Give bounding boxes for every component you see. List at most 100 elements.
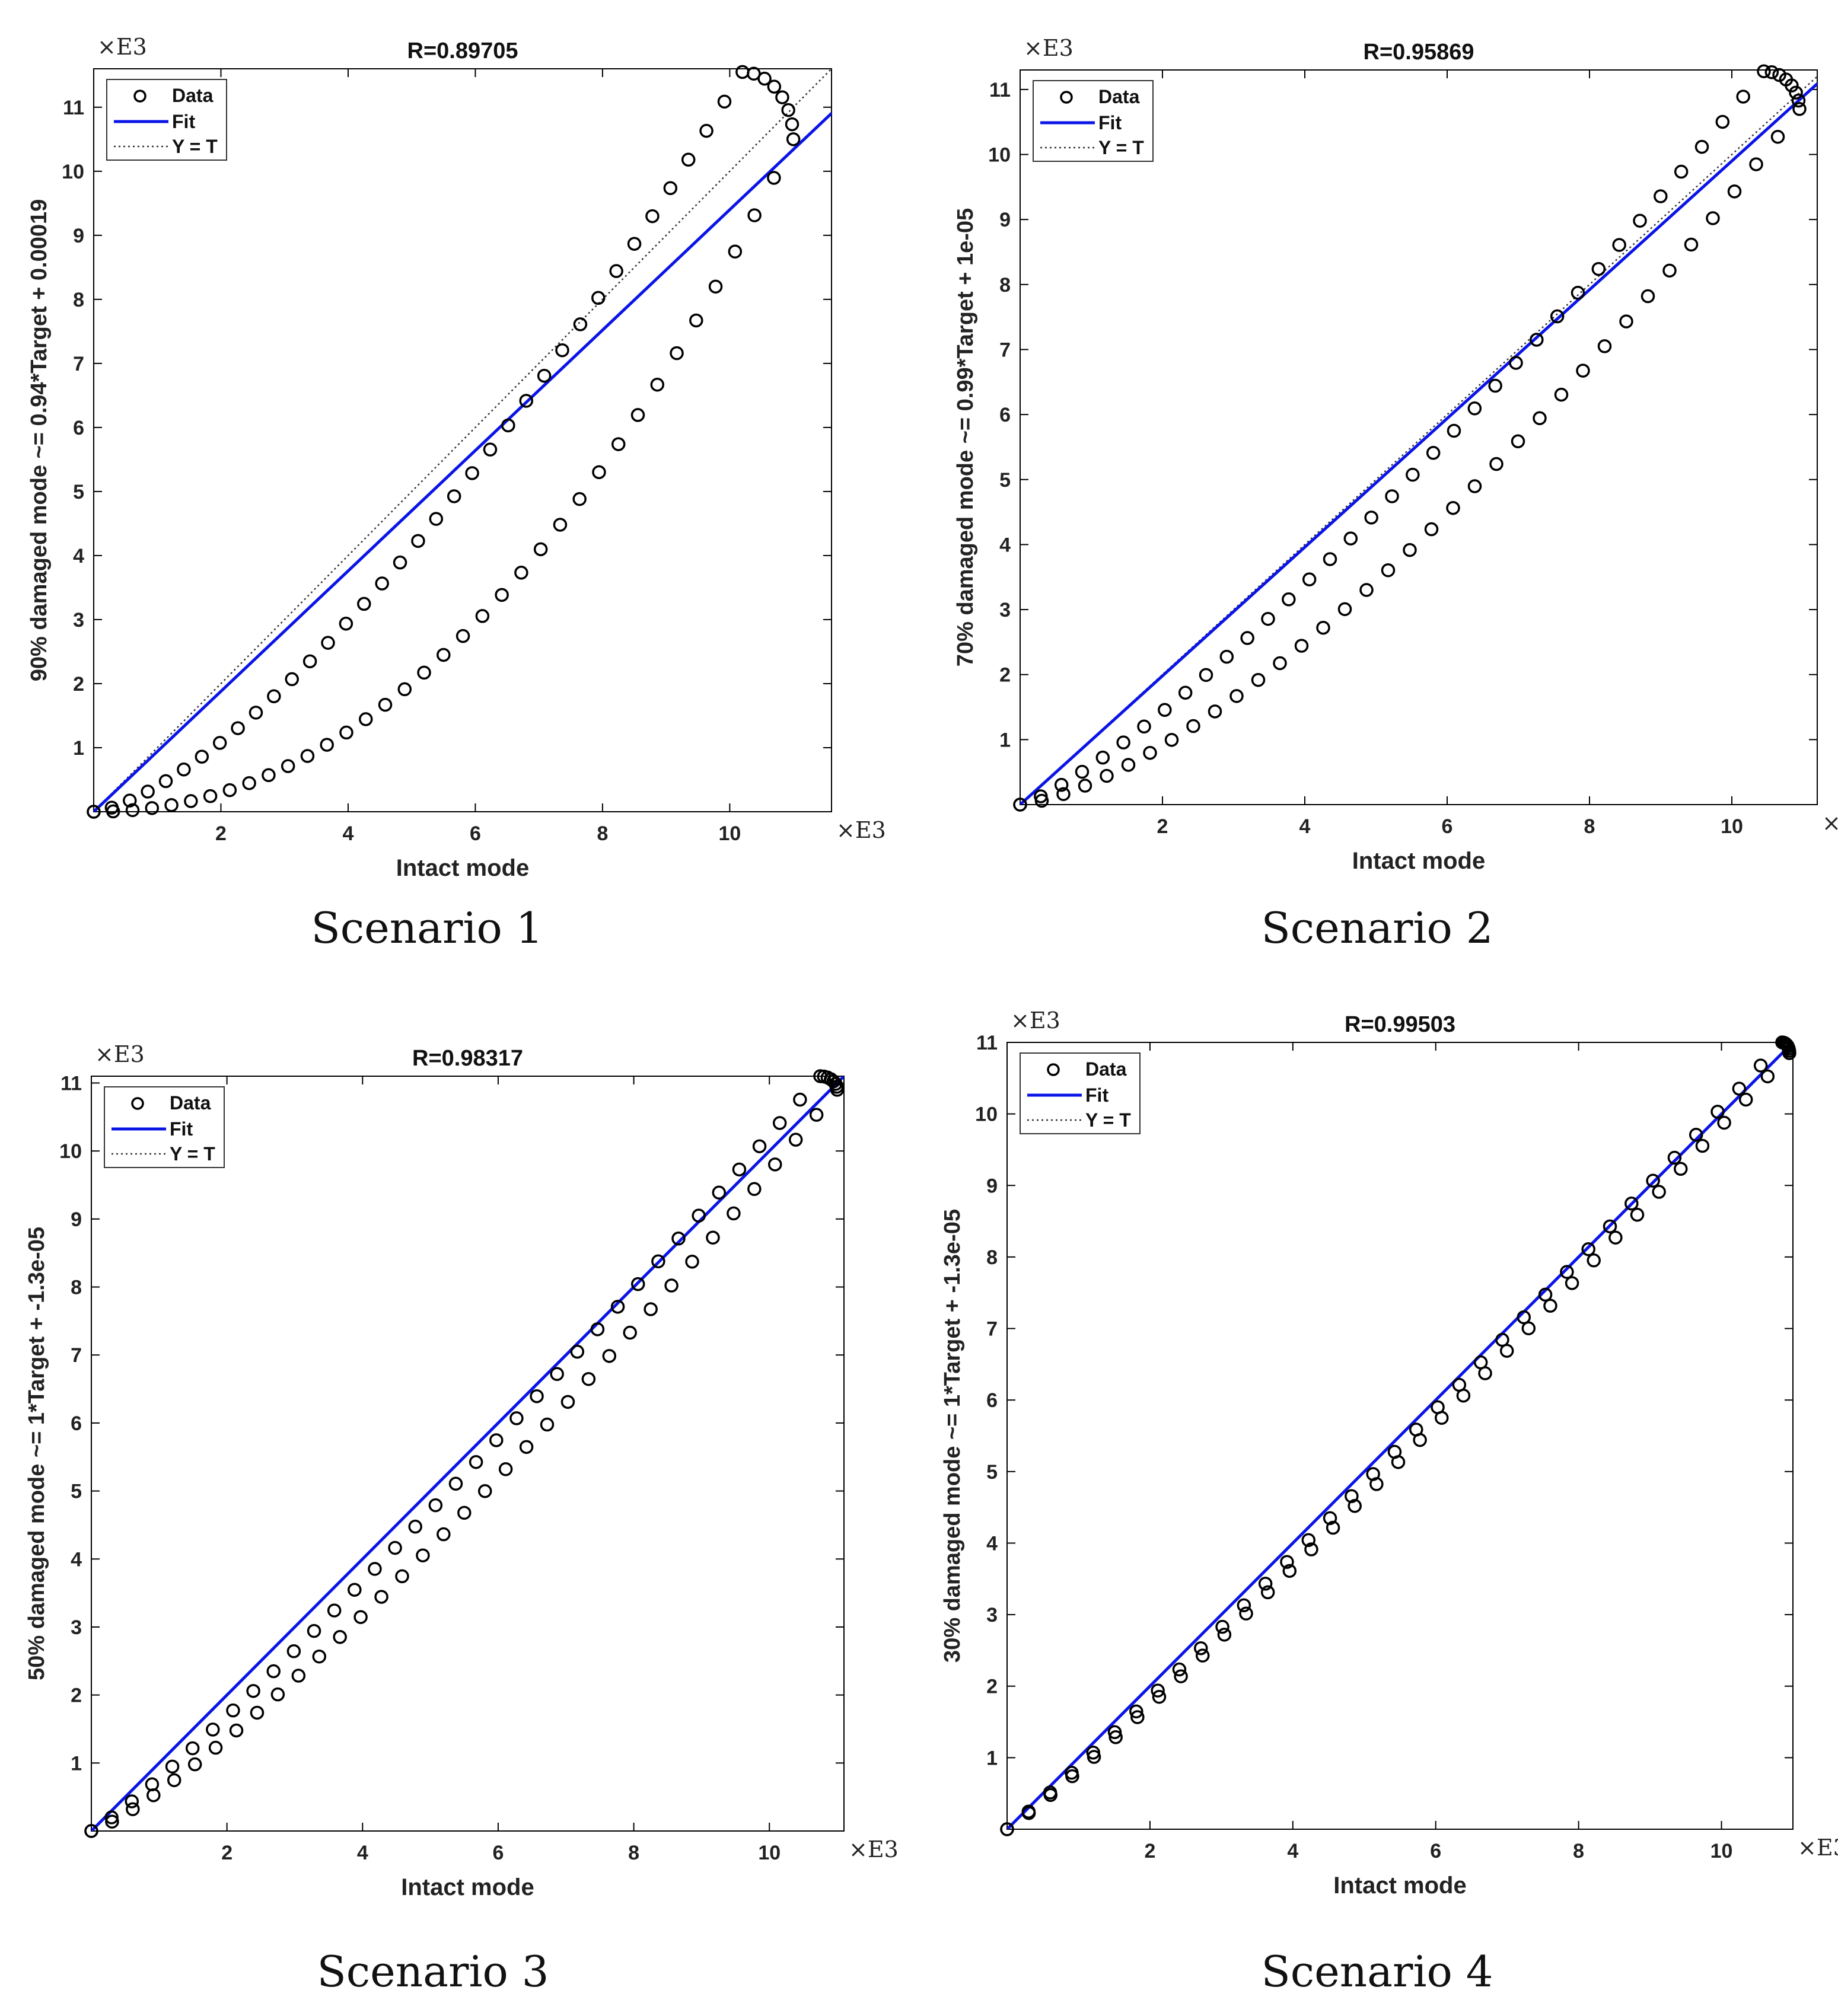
- data-point: [530, 1389, 544, 1403]
- data-point: [1151, 1683, 1165, 1698]
- data-point: [785, 117, 799, 132]
- data-point: [1565, 1276, 1579, 1290]
- x-tick-label: 4: [357, 1842, 368, 1864]
- data-point: [408, 1519, 422, 1534]
- data-point: [307, 1623, 321, 1638]
- chart-title: R=0.89705: [407, 39, 518, 63]
- y-exponent-label: ×E3: [97, 34, 147, 60]
- legend-data-marker: [133, 90, 146, 103]
- x-exponent-label: ×E3: [1822, 810, 1838, 836]
- data-point: [1538, 1287, 1553, 1302]
- data-point: [1075, 764, 1090, 779]
- data-point: [1316, 620, 1330, 635]
- y-tick-label: 10: [62, 161, 84, 183]
- data-point: [1717, 1115, 1731, 1130]
- y-tick-label: 6: [999, 404, 1011, 426]
- data-point: [1130, 1710, 1145, 1724]
- data-point: [1208, 704, 1222, 719]
- x-tick-label: 8: [1573, 1840, 1584, 1862]
- data-point: [602, 1349, 617, 1363]
- data-point: [670, 346, 684, 361]
- data-point: [610, 1300, 625, 1314]
- data-point: [1323, 1511, 1337, 1526]
- x-exponent-label: ×E3: [849, 1836, 899, 1862]
- data-point: [312, 1649, 327, 1664]
- data-point: [1282, 1564, 1297, 1578]
- y-tick-label: 6: [73, 417, 84, 439]
- data-point: [1239, 1606, 1253, 1621]
- data-point: [145, 801, 160, 815]
- y-tick-label: 3: [986, 1604, 998, 1626]
- data-point: [1782, 1046, 1796, 1060]
- data-point: [1727, 184, 1742, 199]
- x-tick-label: 2: [1144, 1840, 1155, 1862]
- y-tick-label: 4: [999, 534, 1011, 556]
- data-point: [650, 378, 665, 392]
- data-point: [1576, 363, 1590, 378]
- data-point: [747, 1182, 762, 1197]
- data-point: [768, 1157, 782, 1172]
- y-tick-label: 11: [63, 97, 84, 119]
- data-point: [519, 1440, 534, 1454]
- data-point: [1435, 1411, 1449, 1425]
- data-point: [1158, 703, 1172, 717]
- y-tick-label: 4: [71, 1548, 82, 1571]
- data-point: [428, 1498, 443, 1513]
- data-point: [498, 1462, 513, 1476]
- data-point: [1792, 102, 1807, 116]
- y-tick-label: 11: [60, 1072, 82, 1095]
- data-point: [185, 1741, 200, 1756]
- data-point: [378, 697, 393, 712]
- data-point: [757, 71, 772, 86]
- data-point: [1100, 768, 1114, 783]
- data-point: [1467, 479, 1482, 493]
- y-tick-label: 9: [73, 225, 84, 247]
- y-axis-label: 50% damaged mode ~= 1*Target + -1.3e-05: [24, 1227, 49, 1680]
- data-point: [1385, 489, 1399, 503]
- y-tick-label: 5: [986, 1461, 998, 1484]
- y-tick-label: 7: [999, 339, 1011, 361]
- x-tick-label: 4: [1287, 1840, 1298, 1862]
- data-point: [540, 1417, 555, 1432]
- legend-label: Data: [172, 85, 214, 106]
- y-tick-label: 11: [989, 79, 1011, 101]
- scenario-caption: Scenario 2: [1261, 903, 1493, 953]
- data-point: [1359, 583, 1374, 597]
- data-point: [302, 654, 317, 669]
- legend-label: Fit: [1085, 1084, 1108, 1106]
- data-point: [1406, 467, 1420, 482]
- fit-line: [91, 1076, 844, 1831]
- chart-title: R=0.98317: [412, 1046, 523, 1071]
- y-tick-label: 1: [999, 729, 1011, 751]
- data-point: [1013, 798, 1027, 812]
- y-tick-label: 8: [73, 289, 84, 311]
- data-point: [1108, 1730, 1123, 1744]
- x-tick-label: 6: [492, 1842, 504, 1864]
- data-point: [1591, 261, 1606, 276]
- data-point: [477, 1484, 492, 1498]
- data-point: [167, 1773, 181, 1788]
- data-point: [1624, 1197, 1639, 1211]
- data-point: [630, 1277, 645, 1291]
- x-axis-label: Intact mode: [396, 855, 529, 881]
- data-point: [1533, 411, 1547, 426]
- data-point: [581, 1371, 596, 1386]
- legend-label: Y = T: [172, 136, 218, 157]
- data-point: [1116, 735, 1130, 749]
- x-tick-label: 10: [1721, 815, 1743, 838]
- data-point: [1571, 286, 1585, 300]
- data-point: [788, 1133, 803, 1147]
- y-axis-label: 70% damaged mode ~= 0.99*Target + 1e-05: [953, 208, 978, 666]
- data-point: [664, 1278, 679, 1293]
- data-point: [222, 783, 237, 798]
- data-point: [651, 1254, 665, 1269]
- data-point: [339, 617, 353, 631]
- data-point: [1413, 1433, 1427, 1447]
- data-point: [772, 1116, 787, 1130]
- data-point: [1674, 1162, 1688, 1176]
- data-point: [1343, 531, 1358, 546]
- data-point: [728, 244, 743, 259]
- data-point: [246, 1684, 260, 1698]
